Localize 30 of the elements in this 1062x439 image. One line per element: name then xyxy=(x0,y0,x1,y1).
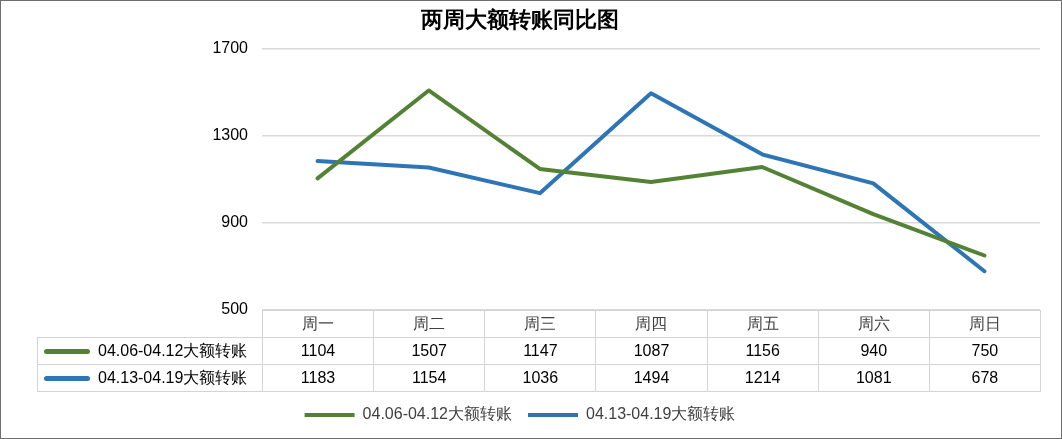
data-label: 1087 xyxy=(595,337,708,365)
data-label: 1036 xyxy=(484,364,596,392)
data-label: 1104 xyxy=(262,337,374,365)
data-label: 940 xyxy=(818,337,930,365)
data-label: 1507 xyxy=(373,337,485,365)
x-tick-label: 周日 xyxy=(929,310,1041,338)
y-tick-label: 500 xyxy=(221,300,249,318)
data-label: 1147 xyxy=(484,337,596,365)
x-tick-label: 周四 xyxy=(595,310,708,338)
text: 04.13-04.19大额转账 xyxy=(586,405,736,423)
data-label: 1494 xyxy=(595,364,708,392)
chart-title: 两周大额转账同比图 xyxy=(420,5,619,32)
legend-label: 04.06-04.12大额转账 xyxy=(98,341,248,359)
x-tick-label: 周六 xyxy=(818,310,930,338)
data-label: 1214 xyxy=(707,364,819,392)
x-tick-label: 周五 xyxy=(707,310,819,338)
y-tick-label: 1700 xyxy=(212,38,249,56)
x-tick-label: 周一 xyxy=(262,310,374,338)
x-tick-label: 周三 xyxy=(484,310,596,338)
data-label: 678 xyxy=(929,364,1041,392)
text: 04.06-04.12大额转账 xyxy=(362,405,512,423)
x-tick-label: 周二 xyxy=(373,310,485,338)
data-label: 750 xyxy=(929,337,1041,365)
data-label: 1154 xyxy=(373,364,485,392)
y-tick-label: 1300 xyxy=(212,126,249,144)
data-label: 1081 xyxy=(818,364,930,392)
legend-label: 04.13-04.19大额转账 xyxy=(98,368,248,386)
y-tick-label: 900 xyxy=(221,213,249,231)
data-label: 1183 xyxy=(262,364,374,392)
data-label: 1156 xyxy=(707,337,819,365)
